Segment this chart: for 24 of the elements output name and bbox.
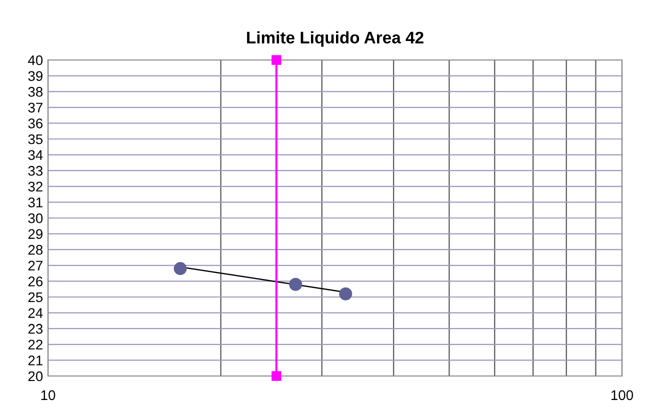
y-tick-label: 33 [28, 166, 43, 176]
y-tick-label: 29 [28, 229, 42, 239]
y-tick-label: 28 [28, 244, 43, 255]
y-tick-label: 25 [28, 292, 43, 302]
x-tick-label: 100 [611, 390, 634, 400]
y-tick-label: 36 [28, 118, 43, 128]
y-tick-label: 38 [28, 86, 43, 97]
y-tick-label: 35 [28, 134, 43, 144]
y-tick-label: 37 [28, 102, 42, 113]
y-tick-label: 26 [28, 276, 43, 286]
y-tick-label: 30 [28, 213, 43, 224]
x-tick-label: 10 [41, 390, 56, 400]
y-tick-label: 27 [28, 260, 42, 270]
y-tick-label: 40 [28, 55, 43, 66]
chart-title: Limite Liquido Area 42 [247, 31, 424, 47]
y-tick-label: 21 [28, 356, 42, 366]
y-tick-label: 24 [28, 308, 43, 318]
y-tick-label: 34 [28, 150, 43, 160]
y-tick-label: 32 [28, 182, 42, 192]
y-tick-label: 39 [28, 71, 42, 81]
y-tick-label: 20 [28, 371, 43, 382]
y-tick-label: 22 [28, 340, 42, 350]
y-tick-label: 31 [28, 198, 42, 208]
y-tick-label: 23 [28, 324, 43, 334]
